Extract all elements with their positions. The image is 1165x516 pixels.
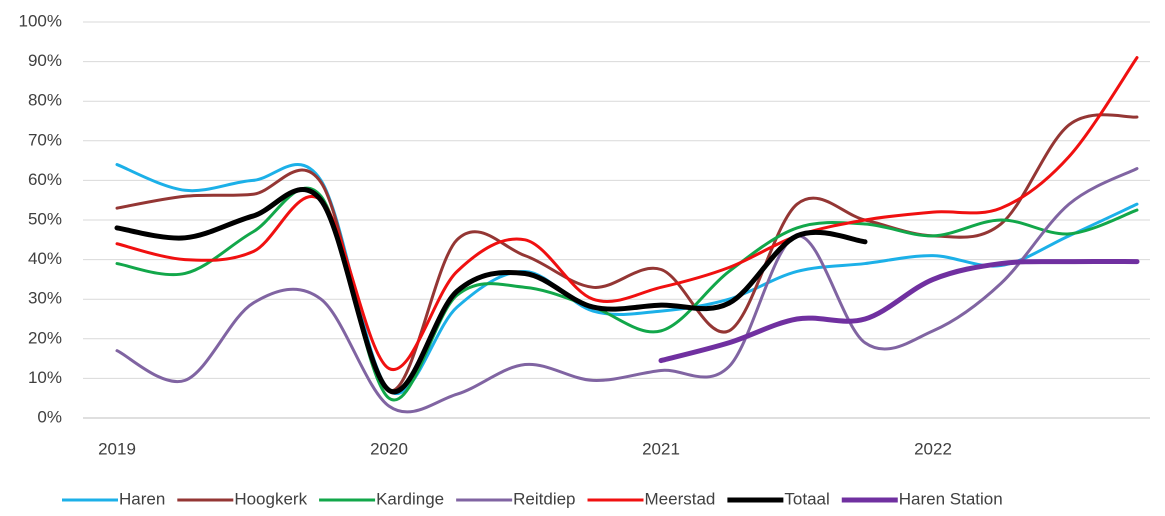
y-tick-label: 0% (37, 407, 62, 426)
legend-label: Hoogkerk (234, 489, 307, 508)
y-tick-label: 50% (28, 209, 62, 228)
y-tick-label: 30% (28, 289, 62, 308)
y-tick-label: 100% (19, 11, 62, 30)
y-tick-label: 70% (28, 130, 62, 149)
series-line (115, 163, 1139, 395)
series-line (114, 187, 868, 395)
legend-label: Meerstad (645, 489, 716, 508)
x-tick-label: 2019 (98, 439, 136, 458)
y-tick-label: 60% (28, 170, 62, 189)
x-tick-label: 2020 (370, 439, 408, 458)
legend-label: Haren Station (899, 489, 1003, 508)
y-tick-label: 80% (28, 91, 62, 110)
y-tick-label: 20% (28, 328, 62, 347)
legend-label: Reitdiep (513, 489, 575, 508)
y-tick-label: 90% (28, 51, 62, 70)
legend-label: Kardinge (376, 489, 444, 508)
series-line (115, 113, 1139, 392)
legend-label: Totaal (784, 489, 829, 508)
series-line (115, 167, 1139, 414)
series-line (658, 258, 1140, 364)
series-line (115, 56, 1139, 372)
y-tick-label: 10% (28, 368, 62, 387)
legend-label: Haren (119, 489, 165, 508)
x-tick-label: 2021 (642, 439, 680, 458)
y-tick-label: 40% (28, 249, 62, 268)
x-tick-label: 2022 (914, 439, 952, 458)
